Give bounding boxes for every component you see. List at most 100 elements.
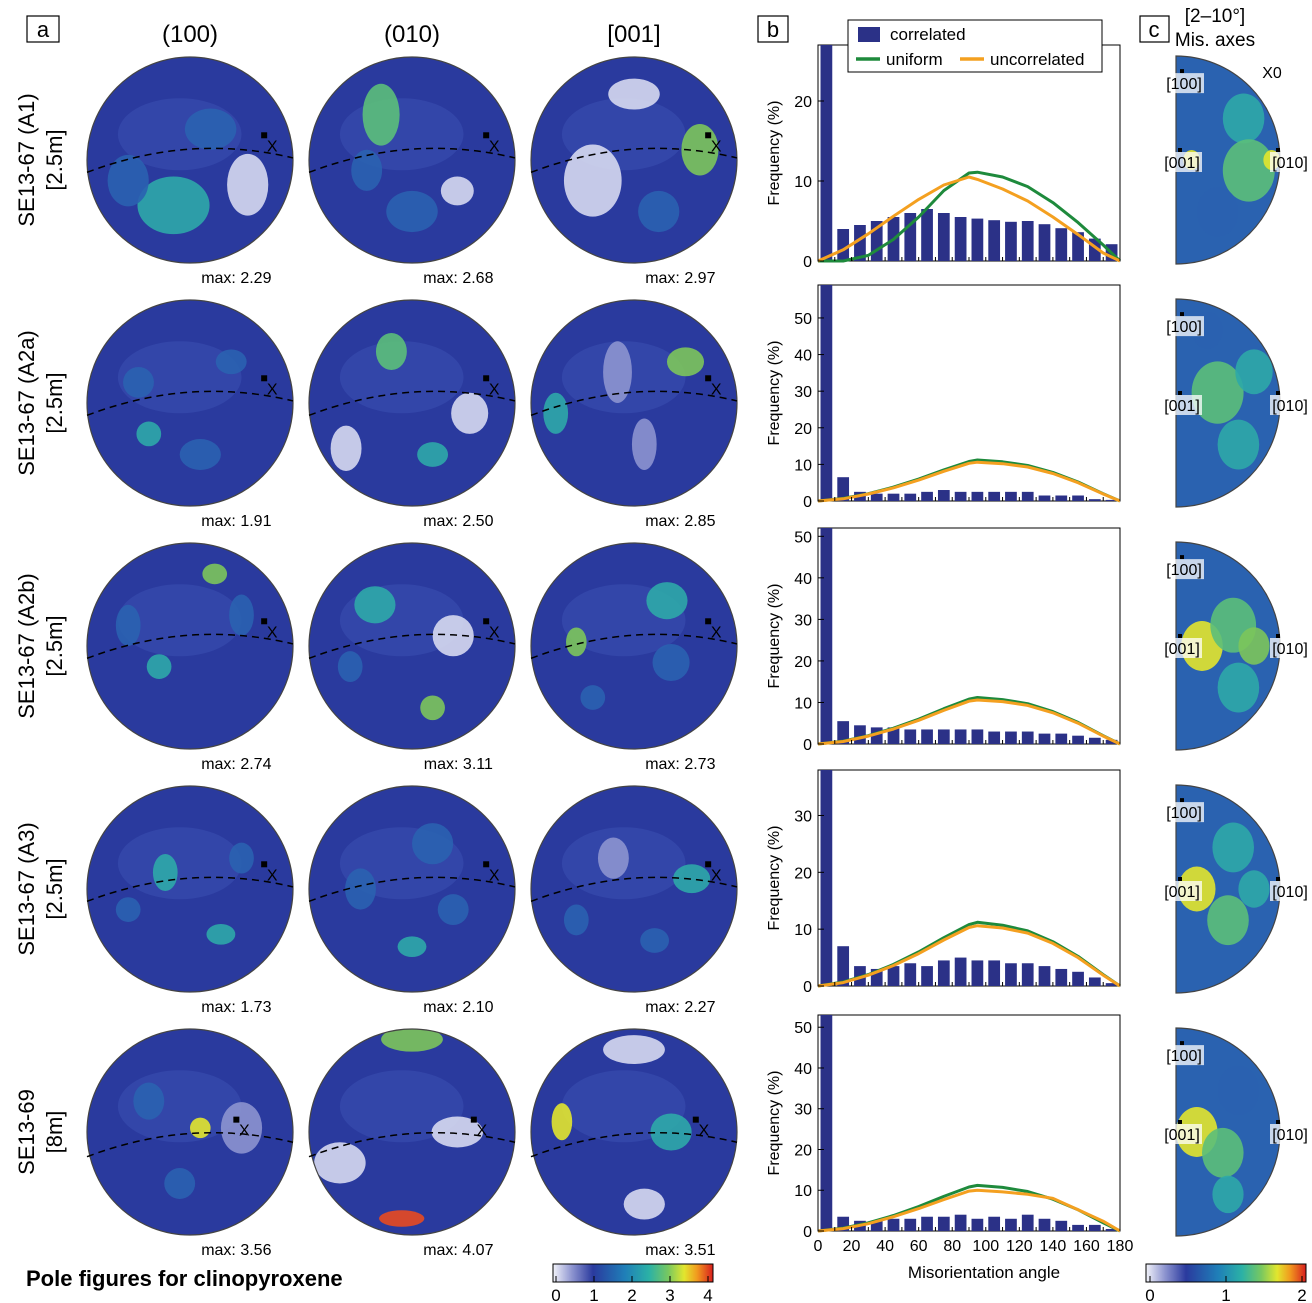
bar-correlated: [1105, 1228, 1118, 1231]
foliation-trace: [308, 147, 516, 174]
line-uncorrelated: [817, 460, 1121, 503]
bar-correlated: [1038, 966, 1051, 986]
density-contour: [229, 842, 254, 874]
axis-marker: [1178, 1120, 1182, 1124]
density-contour: [314, 1142, 366, 1184]
density-contour: [202, 563, 228, 585]
sample-depth: [8m]: [42, 1111, 67, 1154]
foliation-trace: [530, 1131, 738, 1158]
bar-correlated: [1055, 228, 1068, 261]
crystal-axis-label: [001]: [1164, 1127, 1200, 1144]
density-contour: [1238, 870, 1270, 908]
y-axis-label: Frequency (%): [766, 1071, 783, 1176]
bar-correlated: [1005, 963, 1017, 986]
density-contour: [652, 643, 690, 682]
lineation-marker: [261, 132, 268, 139]
bar-correlated: [1005, 731, 1017, 744]
foliation-trace: [530, 147, 738, 174]
axis-marker: [1178, 148, 1182, 152]
density-contour: [1207, 895, 1249, 946]
bar-correlated: [1072, 495, 1084, 501]
bar-correlated: [870, 1220, 883, 1231]
lineation-x-label: X: [711, 138, 722, 155]
density-contour: [136, 421, 162, 447]
density-contour: [1217, 1065, 1260, 1116]
density-contour: [330, 425, 362, 471]
mis-axes-plot-2: [100] [001] [010]: [1162, 298, 1310, 508]
bar-correlated: [904, 213, 917, 261]
density-contour: [1217, 662, 1260, 713]
density-contour: [608, 78, 660, 110]
lineation-x-label: X: [489, 624, 500, 641]
max-density-label: max: 2.85: [645, 513, 715, 530]
sample-depth: [2.5m]: [42, 858, 67, 919]
density-contour: [417, 442, 449, 467]
bar-correlated: [887, 966, 900, 986]
density-contour: [543, 392, 569, 434]
density-contour: [551, 1103, 573, 1141]
density-contour: [220, 1102, 263, 1154]
bar-correlated: [988, 731, 1001, 744]
bar-correlated: [1021, 1214, 1034, 1231]
lineation-x-label: X: [267, 624, 278, 641]
plot-frame: [817, 1014, 1121, 1232]
density-contour: [631, 418, 657, 470]
x-tick-label: 80: [943, 1238, 961, 1255]
sample-label-3: SE13-67 (A2b) [2.5m]: [14, 573, 67, 719]
bar-correlated: [1021, 963, 1034, 986]
bar-correlated: [937, 490, 950, 501]
max-density-label: max: 2.74: [201, 756, 271, 773]
axis-marker: [1178, 391, 1182, 395]
column-header-001: [001]: [607, 21, 660, 48]
crystal-axis-label: [100]: [1166, 1048, 1202, 1065]
bar-correlated: [820, 285, 833, 501]
legend-swatch-correlated: [858, 27, 880, 42]
y-tick-label: 40: [794, 571, 812, 588]
bar-correlated: [904, 729, 917, 744]
bar-correlated: [971, 960, 984, 986]
density-contour: [437, 894, 469, 926]
line-uncorrelated: [817, 698, 1121, 746]
lineation-x-label: X: [267, 867, 278, 884]
density-contour: [640, 928, 670, 953]
foliation-trace: [86, 390, 294, 417]
bar-correlated: [1072, 735, 1084, 744]
density-contour: [603, 341, 632, 403]
axis-marker: [1178, 877, 1182, 881]
bar-correlated: [870, 968, 883, 986]
density-contour: [362, 83, 400, 146]
density-contour: [451, 392, 489, 434]
panel-b-text: b: [767, 17, 779, 42]
density-contour: [432, 615, 474, 657]
density-contour: [1212, 822, 1254, 873]
y-tick-label: 20: [794, 865, 812, 882]
axis-marker: [1178, 634, 1182, 638]
lineation-marker: [692, 1116, 699, 1123]
y-tick-label: 30: [794, 808, 812, 825]
lineation-x-label: X: [239, 1123, 250, 1140]
y-axis-label: Frequency (%): [766, 101, 783, 206]
plot-frame: [817, 284, 1121, 502]
bar-correlated: [1021, 221, 1034, 261]
density-contour: [420, 695, 445, 721]
plot-frame: [817, 44, 1121, 262]
bar-correlated: [1055, 495, 1068, 501]
bar-correlated: [937, 729, 950, 744]
legend-uniform: uniform: [886, 50, 943, 69]
x-tick-label: 160: [1073, 1238, 1100, 1255]
axis-marker: [1276, 148, 1280, 152]
bar-correlated: [1072, 971, 1084, 986]
crystal-axis-label: [001]: [1164, 884, 1200, 901]
crystal-axis-label: [100]: [1166, 76, 1202, 93]
legend-uncorrelated: uncorrelated: [990, 50, 1085, 69]
bar-correlated: [971, 1218, 984, 1231]
bar-correlated: [937, 1216, 950, 1231]
y-axis-label: Frequency (%): [766, 341, 783, 446]
y-tick-label: 30: [794, 384, 812, 401]
max-density-label: max: 3.51: [645, 1242, 715, 1259]
density-contour: [1202, 1127, 1244, 1178]
y-tick-label: 20: [794, 1142, 812, 1159]
